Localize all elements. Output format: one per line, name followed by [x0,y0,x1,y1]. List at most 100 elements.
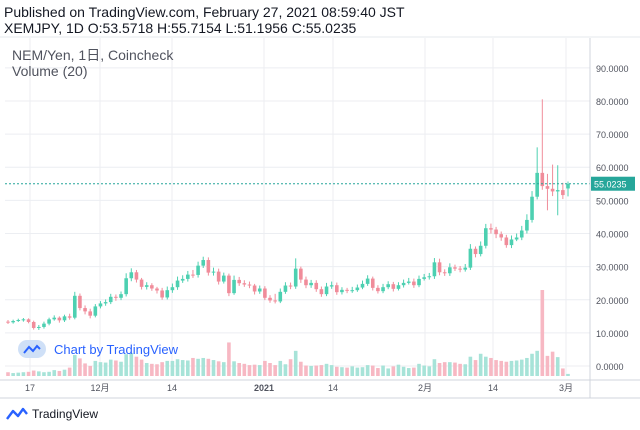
ohlc-line: XEMJPY, 1D O:53.5718 H:55.7154 L:51.1956… [4,20,357,36]
volume-bar [62,369,67,376]
candle-body [124,278,128,295]
volume-bar [340,367,344,376]
candle-body [494,229,498,235]
volume-bar [98,362,103,376]
candle-body [134,272,139,280]
candle-body [83,308,87,312]
volume-bar [335,366,339,376]
volume-bar [232,361,236,376]
volume-bar [252,364,257,376]
candle-body [196,265,200,275]
tradingview-logo-icon [6,407,28,420]
volume-bar [396,364,401,376]
candle-body [268,297,272,301]
candle-body [422,277,426,279]
volume-bar [257,365,262,376]
candle-body [283,285,288,292]
candle-body [237,279,241,284]
candle-body [555,190,560,192]
volume-bar [432,359,437,376]
volume-bar [134,356,139,376]
volume-bar [391,366,396,376]
volume-bar [417,363,421,376]
candle-body [139,279,144,287]
volume-bar [57,370,62,376]
volume-bar [211,360,216,376]
footer-brand[interactable]: TradingView [6,405,98,423]
candle-body [160,290,164,298]
candle-body [365,278,370,284]
volume-bar [329,365,334,376]
candle-body [391,284,396,289]
candle-body [175,280,180,288]
volume-bar [525,357,529,376]
volume-bar [293,350,298,376]
x-tick-label: 14 [328,383,338,393]
candle-body [263,288,267,298]
candle-body [180,278,185,281]
candle-body [545,186,550,189]
volume-bar [370,365,375,376]
candle-body [242,283,247,285]
volume-bar [509,360,514,376]
y-tick-label: 60.0000 [596,163,629,173]
candle-body [227,275,231,294]
candle-body [448,267,452,274]
volume-bar [365,365,370,376]
volume-bar [88,365,92,376]
candle-body [52,317,57,320]
candle-body [278,291,283,302]
volume-bar [360,367,365,376]
last-price-label: 55.0235 [594,180,627,190]
volume-bar [304,365,308,376]
candle-body [370,278,375,288]
volume-bar [561,368,565,376]
published-line: Published on TradingView.com, February 2… [4,4,405,20]
volume-bar [540,290,545,376]
volume-bar [180,360,185,376]
volume-bar [144,362,149,376]
volume-bar [463,364,468,376]
volume-bar [437,362,442,376]
candle-body [304,279,308,286]
candle-body [314,282,319,290]
volume-bar [206,358,211,376]
candle-body [144,285,149,287]
volume-bar [458,363,462,376]
footer-brand-label: TradingView [32,407,99,421]
tradingview-watermark[interactable]: Chart by TradingView [18,340,178,358]
volume-bar [422,365,426,376]
volume-bar [21,372,26,376]
candle-body [155,288,159,291]
candle-body [47,319,51,324]
candle-body [42,323,46,327]
candle-body [386,284,390,288]
candle-body [509,239,514,246]
candle-body [432,262,437,277]
volume-bar [6,372,10,376]
candle-body [473,248,478,255]
volume-bar [478,353,483,376]
candle-body [519,230,524,238]
candle-body [37,326,41,328]
candle-body [31,321,36,328]
candle-body [540,172,545,187]
last-price-badge [591,176,635,191]
volume-bar [221,362,226,376]
volume-bar [201,357,206,376]
candle-body [484,228,488,246]
volume-bar [52,370,57,376]
candle-body [566,183,570,189]
candle-body [26,319,31,322]
candle-body [119,294,123,298]
candle-body [21,319,26,321]
candle-body [103,302,108,304]
volume-bar [278,360,283,376]
candle-body [401,282,406,286]
volume-bar [566,373,570,376]
volume-bar [227,342,231,376]
candle-body [340,289,344,293]
candle-body [288,285,293,287]
volume-bar [468,356,473,376]
